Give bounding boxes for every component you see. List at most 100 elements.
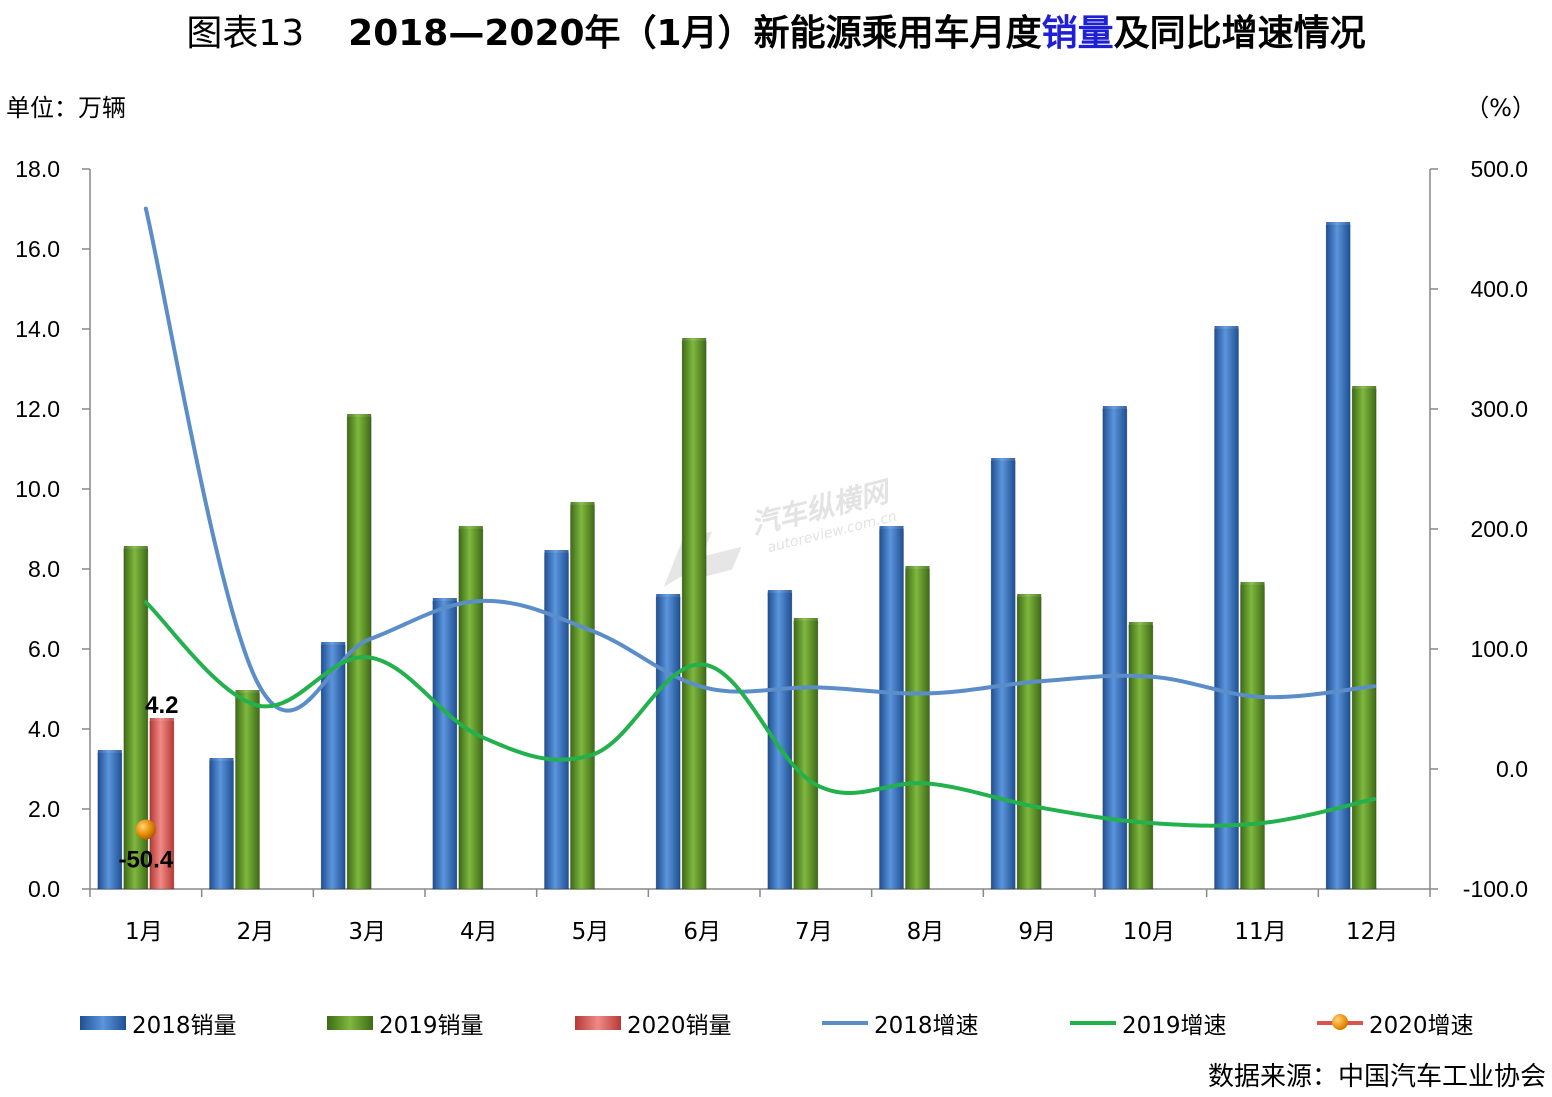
- left-tick-label: 6.0: [28, 636, 60, 662]
- left-tick-label: 18.0: [15, 156, 60, 182]
- left-tick-label: 14.0: [15, 316, 60, 342]
- bar-2018销量: [97, 752, 123, 890]
- legend-dot-icon: [1332, 1014, 1348, 1030]
- right-tick-label: 100.0: [1470, 636, 1528, 662]
- bar-cap-2018销量: [432, 598, 457, 604]
- bar-cap-2019销量: [235, 690, 260, 696]
- legend-label-2019-sales: 2019销量: [379, 1013, 484, 1039]
- legend-label-2020-sales: 2020销量: [627, 1013, 732, 1039]
- bar-2019销量: [458, 528, 484, 890]
- line-2018增速: [143, 206, 1377, 713]
- legend-label-2020-growth: 2020增速: [1369, 1013, 1474, 1039]
- bar-cap-2019销量: [458, 526, 483, 532]
- title-main: 2018—2020年（1月）新能源乘用车月度: [348, 13, 1042, 54]
- bar-cap-2018销量: [1214, 326, 1239, 332]
- bar-cap-2019销量: [1017, 594, 1042, 600]
- bar-2018销量: [320, 644, 346, 890]
- bar-2019销量: [1351, 388, 1377, 890]
- bar-cap-2018销量: [1102, 406, 1127, 412]
- data-label-2020增速: -50.4: [118, 846, 173, 873]
- bar-cap-2018销量: [991, 458, 1016, 464]
- bar-cap-2018销量: [879, 526, 904, 532]
- title-suffix: 及同比增速情况: [1113, 13, 1366, 54]
- bar-2019销量: [1016, 596, 1042, 890]
- x-tick-label: 12月: [1346, 919, 1398, 945]
- bar-2019销量: [793, 620, 819, 890]
- bar-2019销量: [681, 340, 707, 890]
- legend-swatch-2018-sales: [80, 1016, 126, 1030]
- bar-series: [97, 222, 1377, 890]
- right-tick-label: 300.0: [1470, 396, 1528, 422]
- bar-cap-2019销量: [793, 618, 818, 624]
- line-series: [135, 206, 1377, 840]
- bar-cap-2019销量: [1240, 582, 1265, 588]
- bar-cap-2018销量: [321, 642, 346, 648]
- x-tick-label: 10月: [1123, 919, 1175, 945]
- right-tick-label: 400.0: [1470, 276, 1528, 302]
- left-tick-label: 10.0: [15, 476, 60, 502]
- x-tick-label: 3月: [348, 919, 386, 945]
- bar-cap-2018销量: [767, 590, 792, 596]
- bar-2019销量: [905, 568, 930, 890]
- x-tick-label: 6月: [683, 919, 721, 945]
- left-tick-label: 2.0: [28, 796, 60, 822]
- bar-cap-2018销量: [544, 550, 569, 556]
- x-tick-label: 5月: [572, 919, 610, 945]
- legend-swatch-2020-sales: [575, 1016, 621, 1030]
- bar-2018销量: [879, 528, 904, 890]
- x-tick-label: 2月: [237, 919, 275, 945]
- bar-2018销量: [544, 552, 569, 890]
- chart-axes: 0.0 2.0 4.0 6.0 8.0 10.0 12.0 14.0 16.0 18.0 -100.…: [15, 156, 1528, 945]
- bar-cap-2019销量: [1352, 386, 1377, 392]
- legend-item-2020-sales: 2020销量: [575, 1006, 732, 1040]
- left-axis-unit: 单位：万辆: [6, 94, 126, 122]
- x-tick-label: 1月: [125, 919, 163, 945]
- bar-cap-2019销量: [1128, 622, 1153, 628]
- bar-cap-2018销量: [97, 750, 122, 756]
- right-tick-label: 200.0: [1470, 516, 1528, 542]
- left-tick-label: 4.0: [28, 716, 60, 742]
- bar-cap-2019销量: [570, 502, 595, 508]
- right-axis-unit: （%）: [1465, 94, 1536, 122]
- legend-swatch-2019-sales: [327, 1016, 373, 1030]
- data-label-2020销量: 4.2: [145, 692, 178, 719]
- line-2019增速: [143, 600, 1377, 828]
- right-tick-label: 500.0: [1470, 156, 1528, 182]
- legend-item-2020-growth: 2020增速: [1317, 1006, 1474, 1040]
- legend-swatch-2020-growth: [1317, 1014, 1363, 1030]
- data-labels: 4.2 -50.4: [118, 692, 178, 873]
- bar-cap-2018销量: [656, 594, 681, 600]
- legend-item-2019-growth: 2019增速: [1070, 1006, 1227, 1040]
- legend: 2018销量 2019销量 2020销量 2018增速 2019增速 2020增…: [0, 1006, 1552, 1042]
- data-source: 数据来源：中国汽车工业协会: [1207, 1062, 1546, 1092]
- x-tick-label: 9月: [1018, 919, 1056, 945]
- title-highlight: 销量: [1041, 13, 1114, 54]
- bar-2019销量: [570, 504, 595, 890]
- bar-2018销量: [1325, 224, 1351, 890]
- bar-cap-2019销量: [682, 338, 707, 344]
- point-2020增速: [135, 819, 156, 840]
- bar-2018销量: [990, 460, 1016, 890]
- right-tick-label: 0.0: [1496, 756, 1528, 782]
- bar-2018销量: [209, 760, 234, 890]
- bar-2019销量: [1240, 584, 1265, 890]
- bar-2019销量: [235, 692, 260, 890]
- x-tick-label: 7月: [795, 919, 833, 945]
- bar-cap-2019销量: [905, 566, 930, 572]
- legend-swatch-2018-growth: [822, 1021, 868, 1025]
- legend-label-2018-sales: 2018销量: [132, 1013, 237, 1039]
- bar-2018销量: [1214, 328, 1239, 890]
- bar-cap-2020销量: [149, 718, 174, 724]
- left-tick-label: 8.0: [28, 556, 60, 582]
- legend-swatch-2019-growth: [1070, 1021, 1116, 1025]
- left-tick-label: 0.0: [28, 876, 60, 902]
- bar-2018销量: [432, 600, 458, 890]
- chart-title: 图表13 2018—2020年（1月）新能源乘用车月度销量及同比增速情况: [0, 4, 1552, 56]
- x-tick-label: 4月: [460, 919, 498, 945]
- legend-item-2019-sales: 2019销量: [327, 1006, 484, 1040]
- bar-cap-2018销量: [1326, 222, 1351, 228]
- legend-item-2018-sales: 2018销量: [80, 1006, 237, 1040]
- x-tick-label: 11月: [1234, 919, 1286, 945]
- legend-label-2018-growth: 2018增速: [874, 1013, 979, 1039]
